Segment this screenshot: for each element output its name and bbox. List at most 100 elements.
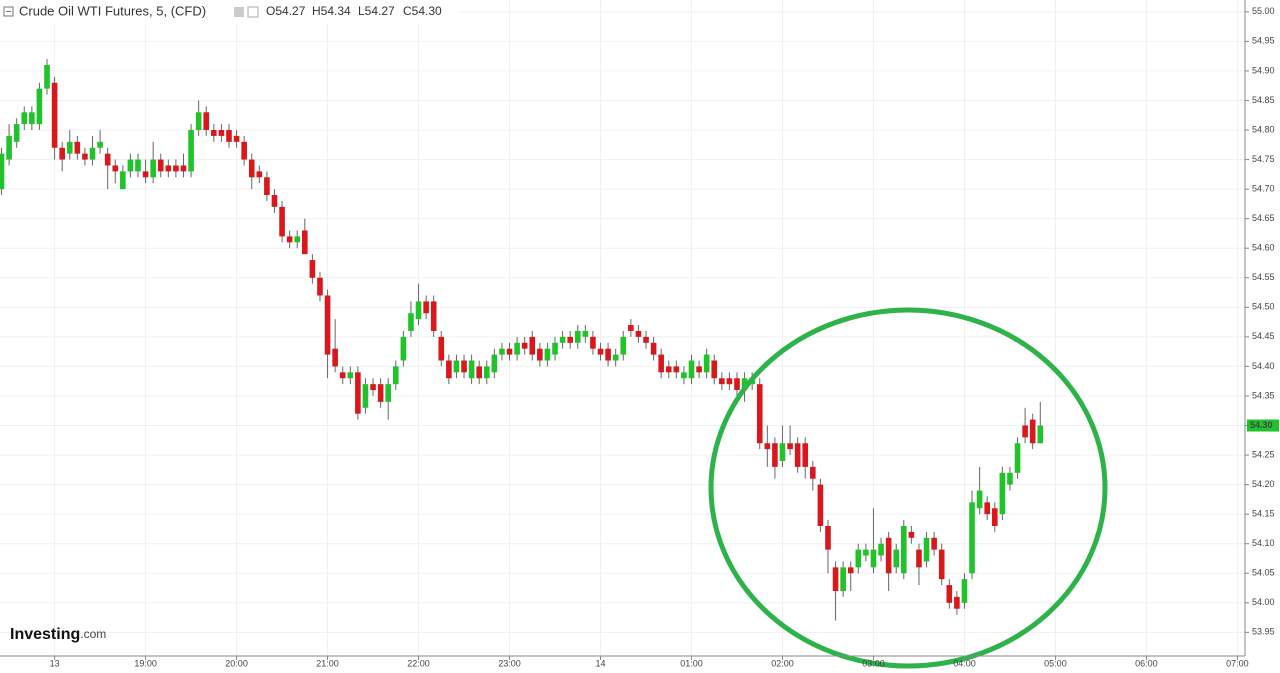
candle-body: [772, 443, 778, 467]
y-tick-label: 54.00: [1252, 597, 1275, 607]
candle-body: [514, 342, 520, 355]
candle-body: [658, 354, 664, 373]
candle-body: [923, 537, 930, 562]
candle-body: [1007, 472, 1013, 485]
x-tick-label: 05:00: [1044, 658, 1067, 668]
candle-body: [832, 567, 839, 591]
watermark: Investing.com: [10, 626, 106, 643]
x-tick-label: 21:00: [316, 658, 339, 668]
candle-body: [529, 336, 536, 355]
candle-body: [969, 502, 975, 574]
y-tick-label: 54.50: [1252, 302, 1275, 312]
x-tick-label: 03:00: [862, 658, 885, 668]
candle-body: [332, 348, 338, 367]
candle-body: [324, 295, 331, 355]
candle-body: [908, 531, 915, 538]
candle-body: [870, 549, 877, 568]
candle-body: [370, 384, 376, 391]
y-tick-label: 55.00: [1252, 6, 1275, 16]
x-tick-label: 06:00: [1135, 658, 1158, 668]
candle-body: [362, 384, 369, 408]
candle-body: [650, 342, 657, 355]
y-tick-label: 54.15: [1252, 509, 1275, 519]
candle-body: [135, 159, 141, 172]
candle-body: [415, 301, 422, 320]
candle-body: [817, 484, 824, 526]
candle-body: [165, 165, 172, 172]
candle-body: [339, 372, 346, 379]
collapse-icon[interactable]: [3, 6, 14, 17]
candle-body: [787, 443, 793, 450]
candle-body: [461, 360, 467, 373]
candle-body: [991, 508, 998, 526]
y-tick-label: 54.60: [1252, 243, 1275, 253]
candle-body: [256, 171, 263, 178]
candle-body: [51, 82, 58, 148]
candle-body: [961, 579, 968, 603]
candle-body: [719, 378, 725, 385]
candle-body: [840, 567, 846, 591]
candle-body: [491, 354, 498, 373]
candle-body: [999, 472, 1006, 515]
candle-body: [74, 141, 81, 154]
x-tick-label: 02:00: [771, 658, 794, 668]
chart-title: Crude Oil WTI Futures, 5, (CFD): [19, 3, 206, 18]
grid: [0, 0, 1245, 656]
candle-body: [1022, 425, 1028, 438]
candle-body: [211, 130, 217, 136]
candle-body: [711, 360, 718, 379]
candle-body: [764, 443, 771, 450]
ohlc-close: C54.30: [403, 4, 442, 18]
close-icon[interactable]: [247, 6, 259, 18]
candle-body: [590, 336, 596, 349]
candle-body: [271, 195, 278, 207]
candle-body: [317, 277, 323, 296]
candle-body: [567, 336, 573, 343]
candle-body: [347, 372, 354, 379]
candle-body: [157, 159, 164, 172]
y-tick-label: 54.25: [1252, 449, 1275, 459]
candle-body: [521, 342, 528, 349]
candle-body: [408, 313, 414, 331]
x-tick-label: 07:00: [1226, 658, 1249, 668]
settings-icon[interactable]: [234, 7, 244, 17]
candle-body: [13, 124, 20, 142]
candle-body: [741, 378, 748, 391]
candle-body: [430, 301, 437, 331]
candle-body: [559, 336, 566, 343]
candle-body: [779, 443, 786, 461]
last-price-label: 54.30: [1250, 420, 1273, 430]
candle-body: [810, 466, 816, 479]
candle-body: [726, 378, 733, 385]
candle-body: [438, 336, 445, 361]
ohlc-low: L54.27: [358, 4, 395, 18]
candle-body: [29, 112, 35, 125]
y-tick-label: 54.70: [1252, 183, 1275, 193]
y-tick-label: 54.20: [1252, 479, 1275, 489]
candle-body: [946, 585, 953, 603]
candle-body: [21, 112, 28, 125]
candle-body: [97, 141, 103, 148]
candle-body: [286, 236, 293, 243]
candle-body: [931, 537, 937, 550]
candle-body: [499, 348, 505, 355]
candle-body: [878, 543, 884, 556]
candle-body: [385, 384, 392, 402]
ohlc-open: O54.27: [266, 4, 306, 18]
candle-body: [264, 177, 270, 196]
candle-body: [377, 384, 384, 402]
candle-body: [400, 336, 407, 361]
candle-body: [574, 330, 581, 343]
watermark-brand: Investing: [10, 626, 80, 643]
candle-body: [423, 301, 429, 314]
candle-body: [506, 348, 513, 355]
candle-body: [1014, 443, 1021, 473]
candle-body: [6, 135, 12, 160]
y-tick-label: 54.35: [1252, 390, 1275, 400]
x-tick-label: 04:00: [953, 658, 976, 668]
candle-body: [665, 366, 672, 373]
x-tick-label: 23:00: [498, 658, 521, 668]
candle-body: [544, 348, 551, 361]
axes: 53.95 54.00 54.05 54.10 54.15 54.20 54.25 54.30…: [50, 6, 1279, 668]
y-tick-label: 53.95: [1252, 627, 1275, 637]
